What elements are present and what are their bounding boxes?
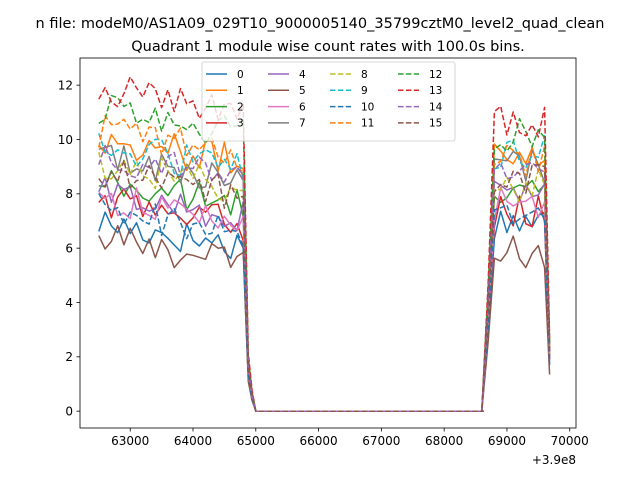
legend-item-2[interactable]: 2 xyxy=(206,101,244,113)
x-tick-label: 67000 xyxy=(362,434,400,448)
series-line-3 xyxy=(98,188,551,412)
y-tick-label: 8 xyxy=(65,187,73,201)
figure-suptitle: n file: modeM0/AS1A09_029T10_9000005140_… xyxy=(36,16,605,32)
x-axis-offset-label: +3.9e8 xyxy=(532,453,576,467)
y-tick-label: 2 xyxy=(65,350,73,364)
y-axis: 0 2 4 6 8 10 12 xyxy=(58,78,80,418)
series-line-2 xyxy=(98,169,551,412)
series-line-6 xyxy=(98,186,551,412)
legend-label: 3 xyxy=(237,118,244,130)
chart-title: Quadrant 1 module wise count rates with … xyxy=(131,39,525,55)
legend-label: 12 xyxy=(429,69,442,81)
y-tick-label: 0 xyxy=(65,404,73,418)
legend-label: 11 xyxy=(361,118,374,130)
legend-label: 9 xyxy=(361,85,368,97)
x-axis: 63000 64000 65000 66000 67000 68000 69000 70000 xyxy=(111,428,589,448)
legend-item-10[interactable]: 10 xyxy=(330,101,374,113)
legend-item-0[interactable]: 0 xyxy=(206,69,244,81)
legend-label: 1 xyxy=(237,85,244,97)
y-tick-label: 10 xyxy=(58,133,73,147)
legend-item-12[interactable]: 12 xyxy=(398,69,442,81)
series-line-14 xyxy=(98,144,551,412)
series-line-12 xyxy=(98,94,551,412)
legend-item-6[interactable]: 6 xyxy=(268,101,306,113)
y-tick-label: 6 xyxy=(65,241,73,255)
x-tick-label: 65000 xyxy=(237,434,275,448)
series-line-0 xyxy=(98,210,551,412)
legend-label: 13 xyxy=(429,85,442,97)
axes-frame xyxy=(79,57,577,429)
x-tick-label: 69000 xyxy=(488,434,526,448)
plot-area: 63000 64000 65000 66000 67000 68000 69000 70000… xyxy=(58,57,589,467)
legend-item-13[interactable]: 13 xyxy=(398,85,442,97)
y-tick-label: 4 xyxy=(65,296,73,310)
legend-label: 2 xyxy=(237,101,244,113)
legend-item-15[interactable]: 15 xyxy=(398,118,442,130)
legend-item-3[interactable]: 3 xyxy=(206,118,244,130)
series-line-15 xyxy=(98,159,551,412)
legend-label: 4 xyxy=(299,69,306,81)
legend-item-9[interactable]: 9 xyxy=(330,85,368,97)
legend-label: 5 xyxy=(299,85,306,97)
series-line-5 xyxy=(98,224,551,412)
legend-item-11[interactable]: 11 xyxy=(330,118,374,130)
legend-item-14[interactable]: 14 xyxy=(398,101,443,113)
legend-item-1[interactable]: 1 xyxy=(206,85,244,97)
legend-label: 7 xyxy=(299,118,306,130)
legend-label: 15 xyxy=(429,118,442,130)
x-tick-label: 63000 xyxy=(111,434,149,448)
series-line-1 xyxy=(98,133,551,412)
series-line-7 xyxy=(98,144,551,412)
x-tick-label: 66000 xyxy=(299,434,337,448)
legend-label: 6 xyxy=(299,101,306,113)
x-tick-label: 70000 xyxy=(551,434,589,448)
series-line-8 xyxy=(98,152,551,412)
series-line-9 xyxy=(98,133,551,412)
legend-frame xyxy=(201,61,456,142)
legend-item-8[interactable]: 8 xyxy=(330,69,368,81)
legend-item-4[interactable]: 4 xyxy=(268,69,306,81)
legend-item-5[interactable]: 5 xyxy=(268,85,306,97)
legend-label: 0 xyxy=(237,69,244,81)
legend-label: 14 xyxy=(429,101,443,113)
legend-item-7[interactable]: 7 xyxy=(268,118,306,130)
y-tick-label: 12 xyxy=(58,78,73,92)
series-line-11 xyxy=(98,114,551,412)
x-tick-label: 64000 xyxy=(174,434,212,448)
series-line-10 xyxy=(98,193,551,412)
legend-label: 8 xyxy=(361,69,368,81)
x-tick-label: 68000 xyxy=(425,434,463,448)
legend-label: 10 xyxy=(361,101,374,113)
